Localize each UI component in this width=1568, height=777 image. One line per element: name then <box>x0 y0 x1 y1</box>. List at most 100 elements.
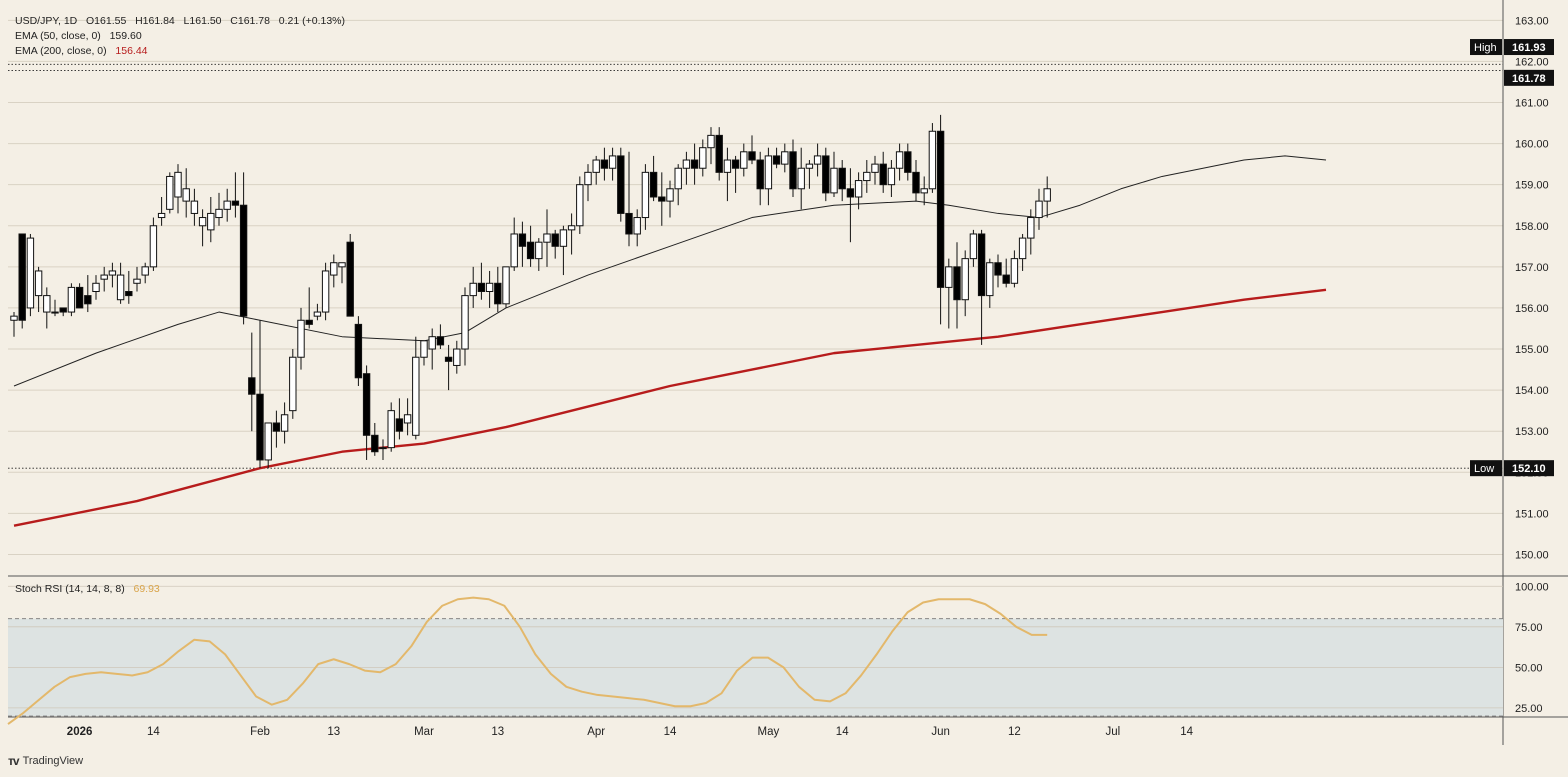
candle-body <box>772 155 781 165</box>
candle <box>166 172 174 214</box>
time-tick-label: 14 <box>836 726 849 738</box>
candle <box>936 114 945 325</box>
candle <box>362 365 371 460</box>
candle-body <box>395 418 404 432</box>
candle <box>215 192 223 226</box>
candle-body <box>182 188 190 202</box>
candle <box>723 147 732 202</box>
candle-body <box>453 348 461 366</box>
candle-body <box>715 134 723 173</box>
candle <box>969 229 978 267</box>
brand-footer[interactable]: ᴛᴠ TradingView <box>8 754 83 768</box>
brand-name: TradingView <box>22 755 84 767</box>
candle-body <box>403 414 412 424</box>
candle-body <box>535 241 543 260</box>
candle <box>846 168 855 243</box>
candle-body <box>936 130 945 288</box>
candle <box>59 307 67 317</box>
candle <box>707 127 715 165</box>
candle-body <box>822 155 830 194</box>
candle-body <box>502 266 510 305</box>
candle <box>34 266 43 313</box>
last-badge-value: 161.78 <box>1512 73 1546 85</box>
candle <box>420 340 428 366</box>
candle <box>436 324 445 350</box>
candle-body <box>43 295 51 313</box>
candle-body <box>338 262 346 268</box>
candle-body <box>838 167 846 190</box>
candle <box>658 172 666 226</box>
candle-body <box>26 237 35 309</box>
candle-body <box>617 155 625 214</box>
candle-body <box>551 233 559 247</box>
candle <box>838 160 846 202</box>
candle <box>502 266 510 308</box>
candle <box>559 225 568 276</box>
candle-body <box>387 410 395 449</box>
candles <box>10 114 1051 469</box>
candle-body <box>953 266 961 301</box>
last-badge-value-bg <box>1504 69 1554 86</box>
candle <box>75 283 84 309</box>
candle-body <box>313 311 322 317</box>
candle <box>264 422 272 469</box>
candle <box>666 180 674 218</box>
candle-body <box>895 151 904 169</box>
candle-body <box>461 295 469 350</box>
candle-body <box>526 241 535 260</box>
candle-body <box>34 270 43 297</box>
candle <box>223 188 231 222</box>
candle-body <box>125 291 133 297</box>
candle-body <box>543 233 551 243</box>
price-tick-label: 163.00 <box>1515 15 1549 27</box>
candle <box>1035 188 1043 230</box>
candle-body <box>444 356 453 362</box>
candle-body <box>198 217 207 227</box>
time-tick-label: Feb <box>250 726 270 738</box>
candle-body <box>674 167 682 190</box>
ema200-value: 156.44 <box>115 45 148 57</box>
candle-body <box>707 134 715 149</box>
candle-body <box>133 278 141 284</box>
price-tick-label: 150.00 <box>1515 549 1549 561</box>
candle <box>207 197 215 243</box>
candle <box>986 258 994 308</box>
candle <box>387 402 395 452</box>
candle <box>535 238 543 271</box>
candle <box>485 270 494 308</box>
candle <box>461 287 469 366</box>
candle-body <box>1043 188 1051 202</box>
candle-body <box>567 225 576 231</box>
candle <box>26 233 35 317</box>
stoch-tick-label: 25.00 <box>1515 703 1543 715</box>
ema200-line <box>13 288 1327 527</box>
candle-body <box>608 155 617 169</box>
candle <box>272 410 281 448</box>
candle-body <box>986 262 994 297</box>
candle <box>403 398 412 436</box>
candle-body <box>699 147 707 169</box>
candle-body <box>854 180 863 198</box>
candle-body <box>116 274 125 301</box>
candle <box>576 176 584 234</box>
candle <box>174 164 182 214</box>
stoch-label: Stoch RSI (14, 14, 8, 8) <box>15 583 125 595</box>
candle <box>10 312 18 337</box>
candle <box>871 155 879 185</box>
candle <box>961 250 969 317</box>
tradingview-logo-icon: ᴛᴠ <box>8 754 20 768</box>
candle-body <box>584 171 592 186</box>
candle-body <box>592 159 600 173</box>
price-tick-label: 159.00 <box>1515 180 1549 192</box>
price-tick-label: 157.00 <box>1515 262 1549 274</box>
candle <box>756 151 764 206</box>
candle <box>920 176 928 206</box>
price-tick-label: 158.00 <box>1515 221 1549 233</box>
candle-body <box>576 184 584 227</box>
candle-body <box>928 130 937 190</box>
candle-body <box>731 159 740 169</box>
candle-body <box>346 241 354 317</box>
time-tick-label: 14 <box>147 726 160 738</box>
candle-body <box>494 282 502 305</box>
